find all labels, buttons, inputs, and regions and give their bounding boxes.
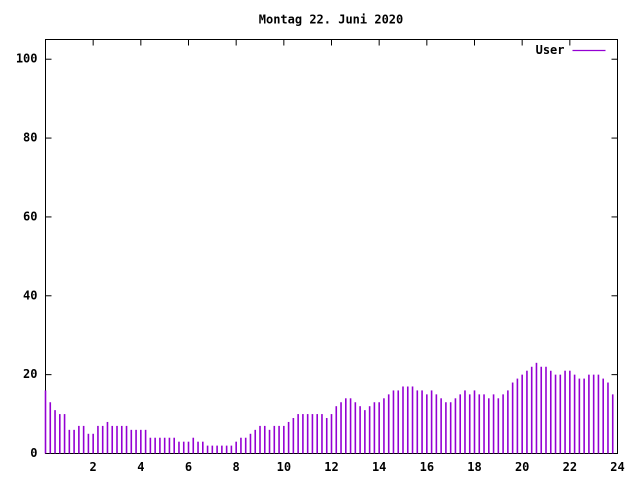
x-tick-label: 18: [467, 460, 481, 474]
x-tick-label: 22: [563, 460, 577, 474]
legend-label: User: [536, 43, 565, 57]
x-tick-label: 14: [372, 460, 386, 474]
y-tick-label: 100: [16, 52, 38, 66]
x-tick-label: 6: [185, 460, 192, 474]
y-tick-label: 40: [23, 288, 37, 302]
x-tick-label: 4: [137, 460, 144, 474]
x-tick-label: 10: [277, 460, 291, 474]
y-tick-label: 20: [23, 367, 37, 381]
x-tick-label: 24: [610, 460, 624, 474]
x-tick-label: 2: [90, 460, 97, 474]
x-tick-label: 16: [420, 460, 434, 474]
chart-title: Montag 22. Juni 2020: [259, 13, 404, 27]
y-tick-label: 80: [23, 131, 37, 145]
y-tick-label: 0: [30, 446, 37, 460]
y-tick-label: 60: [23, 209, 37, 223]
x-tick-label: 20: [515, 460, 529, 474]
x-tick-label: 12: [324, 460, 338, 474]
x-tick-label: 8: [233, 460, 240, 474]
